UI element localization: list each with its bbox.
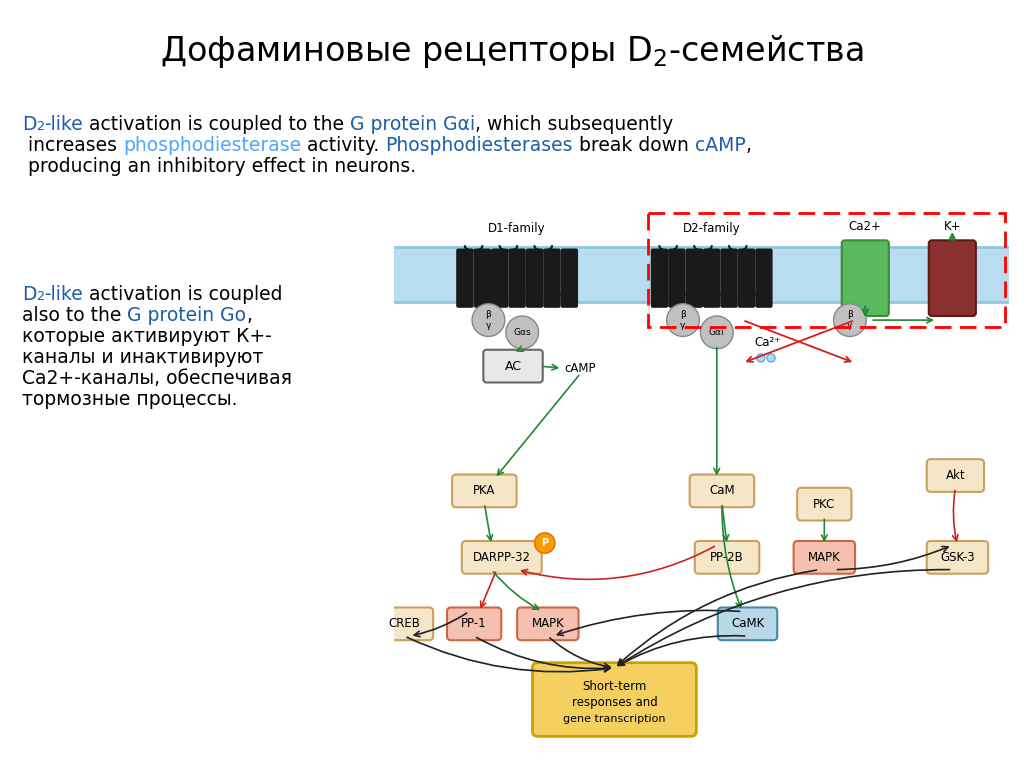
Text: β
γ: β γ	[847, 311, 853, 330]
Text: D1-family: D1-family	[488, 222, 546, 235]
Circle shape	[834, 304, 866, 337]
Text: P: P	[542, 538, 548, 548]
FancyBboxPatch shape	[394, 248, 1009, 301]
Text: Phosphodiesterases: Phosphodiesterases	[385, 136, 572, 155]
Text: Gαi: Gαi	[709, 328, 725, 337]
FancyBboxPatch shape	[797, 488, 852, 521]
FancyBboxPatch shape	[517, 607, 579, 640]
FancyBboxPatch shape	[462, 541, 542, 574]
Text: Ca2+: Ca2+	[849, 220, 882, 233]
FancyBboxPatch shape	[651, 249, 669, 308]
FancyBboxPatch shape	[492, 249, 508, 308]
Text: Сa2+-каналы, обеспечивая: Сa2+-каналы, обеспечивая	[22, 369, 292, 388]
Text: also to the: also to the	[22, 306, 127, 325]
Text: AC: AC	[505, 360, 521, 373]
Text: K+: K+	[943, 220, 962, 233]
Text: MAPK: MAPK	[531, 617, 564, 630]
Text: break down: break down	[572, 136, 694, 155]
Text: DARPP-32: DARPP-32	[473, 551, 530, 564]
Text: G protein Go: G protein Go	[127, 306, 247, 325]
Text: , which subsequently: , which subsequently	[475, 115, 674, 134]
FancyBboxPatch shape	[927, 541, 988, 574]
FancyBboxPatch shape	[927, 459, 984, 492]
FancyBboxPatch shape	[794, 541, 855, 574]
FancyBboxPatch shape	[508, 249, 526, 308]
Text: -like: -like	[44, 115, 83, 134]
Text: ,: ,	[745, 136, 752, 155]
Text: Short-term: Short-term	[583, 680, 646, 693]
Text: 2: 2	[37, 120, 44, 133]
FancyBboxPatch shape	[669, 249, 686, 308]
FancyBboxPatch shape	[690, 475, 754, 507]
Text: producing an inhibitory effect in neurons.: producing an inhibitory effect in neuron…	[22, 157, 416, 176]
Text: D: D	[22, 115, 37, 134]
Text: Ca²⁺: Ca²⁺	[755, 336, 781, 349]
FancyBboxPatch shape	[686, 249, 702, 308]
Text: activation is coupled: activation is coupled	[83, 285, 283, 304]
FancyBboxPatch shape	[561, 249, 578, 308]
FancyBboxPatch shape	[756, 249, 772, 308]
FancyBboxPatch shape	[702, 249, 721, 308]
Text: GSK-3: GSK-3	[940, 551, 975, 564]
Text: β
γ: β γ	[485, 311, 492, 330]
Bar	[648, 212, 1005, 328]
Text: D: D	[22, 285, 37, 304]
Text: G protein Gαi: G protein Gαi	[350, 115, 475, 134]
FancyBboxPatch shape	[453, 475, 517, 507]
Text: activity.: activity.	[301, 136, 385, 155]
Text: 2: 2	[37, 290, 44, 303]
Text: D2-family: D2-family	[683, 222, 740, 235]
Circle shape	[667, 304, 699, 337]
FancyBboxPatch shape	[526, 249, 543, 308]
FancyBboxPatch shape	[473, 249, 492, 308]
Text: Akt: Akt	[945, 469, 966, 482]
Text: CREB: CREB	[388, 617, 421, 630]
FancyBboxPatch shape	[457, 249, 473, 308]
Circle shape	[757, 354, 765, 362]
Text: gene transcription: gene transcription	[563, 714, 666, 724]
Text: которые активируют К+-: которые активируют К+-	[22, 327, 271, 346]
Circle shape	[506, 316, 539, 349]
Text: PKC: PKC	[813, 498, 836, 511]
Circle shape	[700, 316, 733, 349]
FancyBboxPatch shape	[543, 249, 561, 308]
Circle shape	[767, 354, 775, 362]
Text: Дофаминовые рецепторы D$_2$-семейства: Дофаминовые рецепторы D$_2$-семейства	[160, 34, 864, 71]
Text: ,: ,	[247, 306, 252, 325]
FancyBboxPatch shape	[446, 607, 502, 640]
Text: PP-1: PP-1	[461, 617, 487, 630]
Text: Gαs: Gαs	[513, 328, 531, 337]
Circle shape	[535, 533, 555, 553]
Text: -like: -like	[44, 285, 83, 304]
FancyBboxPatch shape	[376, 607, 433, 640]
Text: тормозные процессы.: тормозные процессы.	[22, 390, 238, 409]
Text: cAMP: cAMP	[694, 136, 745, 155]
Text: каналы и инактивируют: каналы и инактивируют	[22, 348, 263, 367]
FancyBboxPatch shape	[929, 240, 976, 316]
FancyBboxPatch shape	[721, 249, 737, 308]
FancyBboxPatch shape	[842, 240, 889, 316]
Text: increases: increases	[22, 136, 123, 155]
Text: phosphodiesterase: phosphodiesterase	[123, 136, 301, 155]
Text: CaMK: CaMK	[731, 617, 764, 630]
FancyBboxPatch shape	[694, 541, 760, 574]
Text: β
γ: β γ	[680, 311, 686, 330]
Text: cAMP: cAMP	[565, 362, 596, 374]
Text: MAPK: MAPK	[808, 551, 841, 564]
FancyBboxPatch shape	[483, 350, 543, 383]
Text: PKA: PKA	[473, 485, 496, 497]
Text: PP-2B: PP-2B	[711, 551, 743, 564]
FancyBboxPatch shape	[718, 607, 777, 640]
FancyBboxPatch shape	[532, 663, 696, 736]
Text: activation is coupled to the: activation is coupled to the	[83, 115, 350, 134]
Circle shape	[472, 304, 505, 337]
Text: responses and: responses and	[571, 696, 657, 709]
FancyBboxPatch shape	[737, 249, 756, 308]
Text: CaM: CaM	[709, 485, 735, 497]
